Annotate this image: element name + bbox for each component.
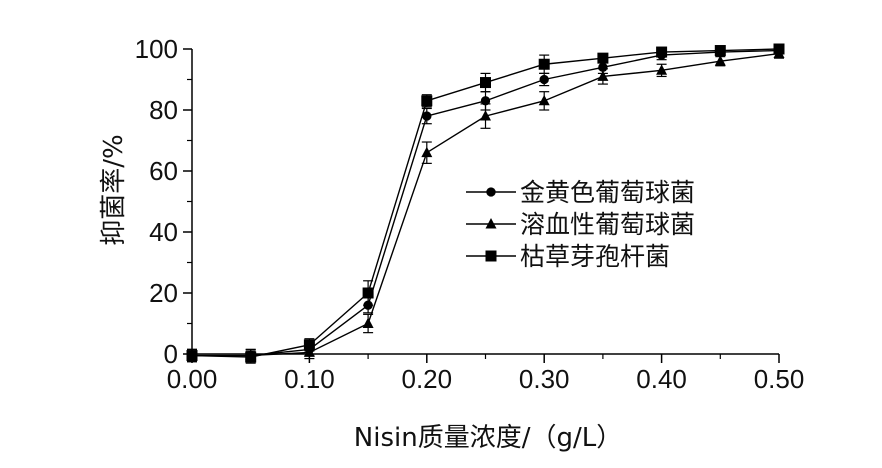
data-point (480, 77, 491, 89)
x-tick-label: 0.50 (754, 364, 805, 394)
data-point (597, 52, 609, 64)
x-tick-label: 0.10 (284, 364, 335, 394)
data-point (656, 46, 668, 58)
legend-label: 金黄色葡萄球菌 (520, 178, 695, 207)
x-tick-label: 0.30 (519, 364, 570, 394)
data-point (303, 346, 315, 357)
data-point (362, 317, 374, 328)
data-point (714, 45, 726, 57)
y-tick-label: 20 (149, 278, 178, 308)
data-point (539, 74, 549, 85)
legend-item: 枯草芽孢杆菌 (466, 242, 670, 271)
legend-marker (486, 187, 496, 197)
x-tick-label: 0.20 (401, 364, 452, 394)
data-point (245, 351, 257, 363)
data-point (186, 350, 198, 362)
legend-marker (485, 250, 497, 262)
data-point (480, 110, 491, 121)
x-tick-label: 0.00 (167, 364, 218, 394)
y-tick-label: 100 (135, 34, 178, 64)
legend-label: 溶血性葡萄球菌 (520, 210, 695, 239)
y-tick-label: 40 (149, 217, 178, 247)
data-point (773, 43, 785, 55)
data-point (538, 94, 550, 106)
data-point (597, 70, 609, 81)
data-point (598, 62, 608, 72)
data-point (362, 287, 374, 299)
x-tick-label: 0.40 (636, 364, 687, 394)
legend-item: 金黄色葡萄球菌 (466, 178, 695, 207)
series-layer (186, 43, 785, 364)
y-tick-label: 80 (149, 95, 178, 125)
legend-label: 枯草芽孢杆菌 (520, 242, 670, 271)
data-point (480, 96, 491, 106)
data-point (714, 55, 726, 66)
series-square (186, 43, 785, 364)
axes: 0 20 40 60 80 100 0.00 0.10 0.20 0.30 0.40 0.50 (135, 34, 805, 394)
data-point (538, 58, 550, 70)
y-tick-label: 60 (149, 156, 178, 186)
data-point (656, 64, 668, 75)
y-axis-title: 抑菌率/% (99, 134, 129, 245)
x-axis-title: Nisin质量浓度/（g/L） (354, 423, 622, 453)
data-point (422, 111, 432, 121)
data-point (303, 339, 315, 351)
data-point (421, 146, 433, 158)
data-point (421, 95, 433, 107)
y-tick-label: 0 (164, 339, 178, 369)
legend-marker (485, 218, 497, 229)
legend-item: 溶血性葡萄球菌 (466, 210, 695, 239)
